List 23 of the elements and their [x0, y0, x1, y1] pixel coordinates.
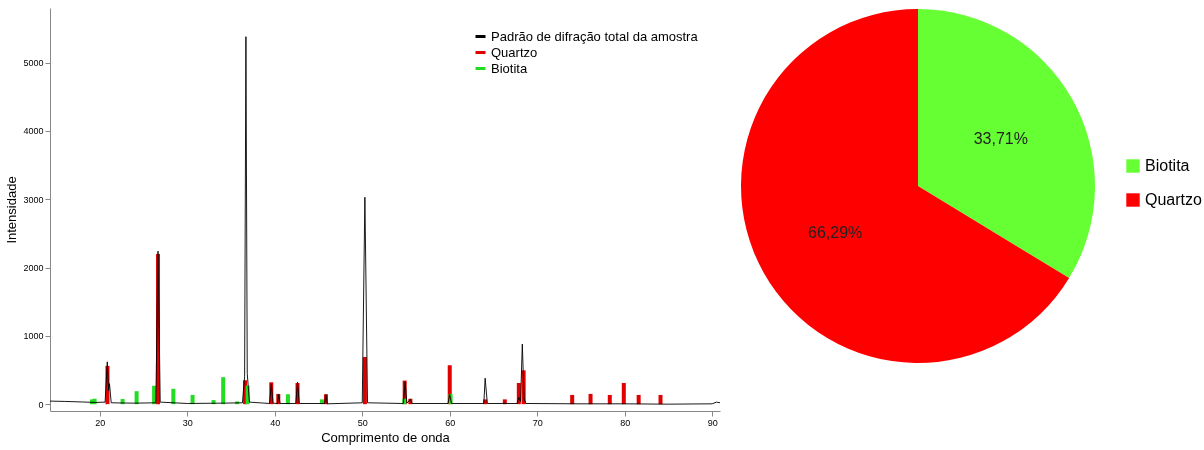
- y-tick-label: 2000: [23, 263, 44, 274]
- y-tick-label: 5000: [23, 58, 44, 69]
- x-tick-label: 90: [707, 417, 718, 428]
- y-tick-label: 4000: [23, 126, 44, 137]
- y-tick-label: 0: [38, 399, 44, 410]
- y-axis-title: Intensidade: [4, 176, 20, 244]
- legend-label: Quartzo: [491, 44, 538, 60]
- legend-label: Biotita: [1145, 157, 1190, 174]
- x-tick-label: 40: [270, 417, 281, 428]
- x-tick-label: 80: [620, 417, 631, 428]
- x-axis-title: Comprimento de onda: [321, 429, 451, 445]
- legend-label: Quartzo: [1145, 191, 1203, 208]
- x-tick-label: 50: [357, 417, 368, 428]
- y-tick-label: 1000: [23, 331, 44, 342]
- x-tick-label: 70: [532, 417, 543, 428]
- data-label: 33,71%: [973, 130, 1028, 148]
- x-tick-label: 60: [445, 417, 456, 428]
- legend-label: Biotita: [491, 60, 528, 76]
- x-tick-label: 30: [182, 417, 193, 428]
- legend-label: Padrão de difração total da amostra: [491, 28, 699, 44]
- y-tick-label: 3000: [23, 194, 44, 205]
- x-tick-label: 20: [95, 417, 106, 428]
- data-label: 66,29%: [808, 223, 863, 241]
